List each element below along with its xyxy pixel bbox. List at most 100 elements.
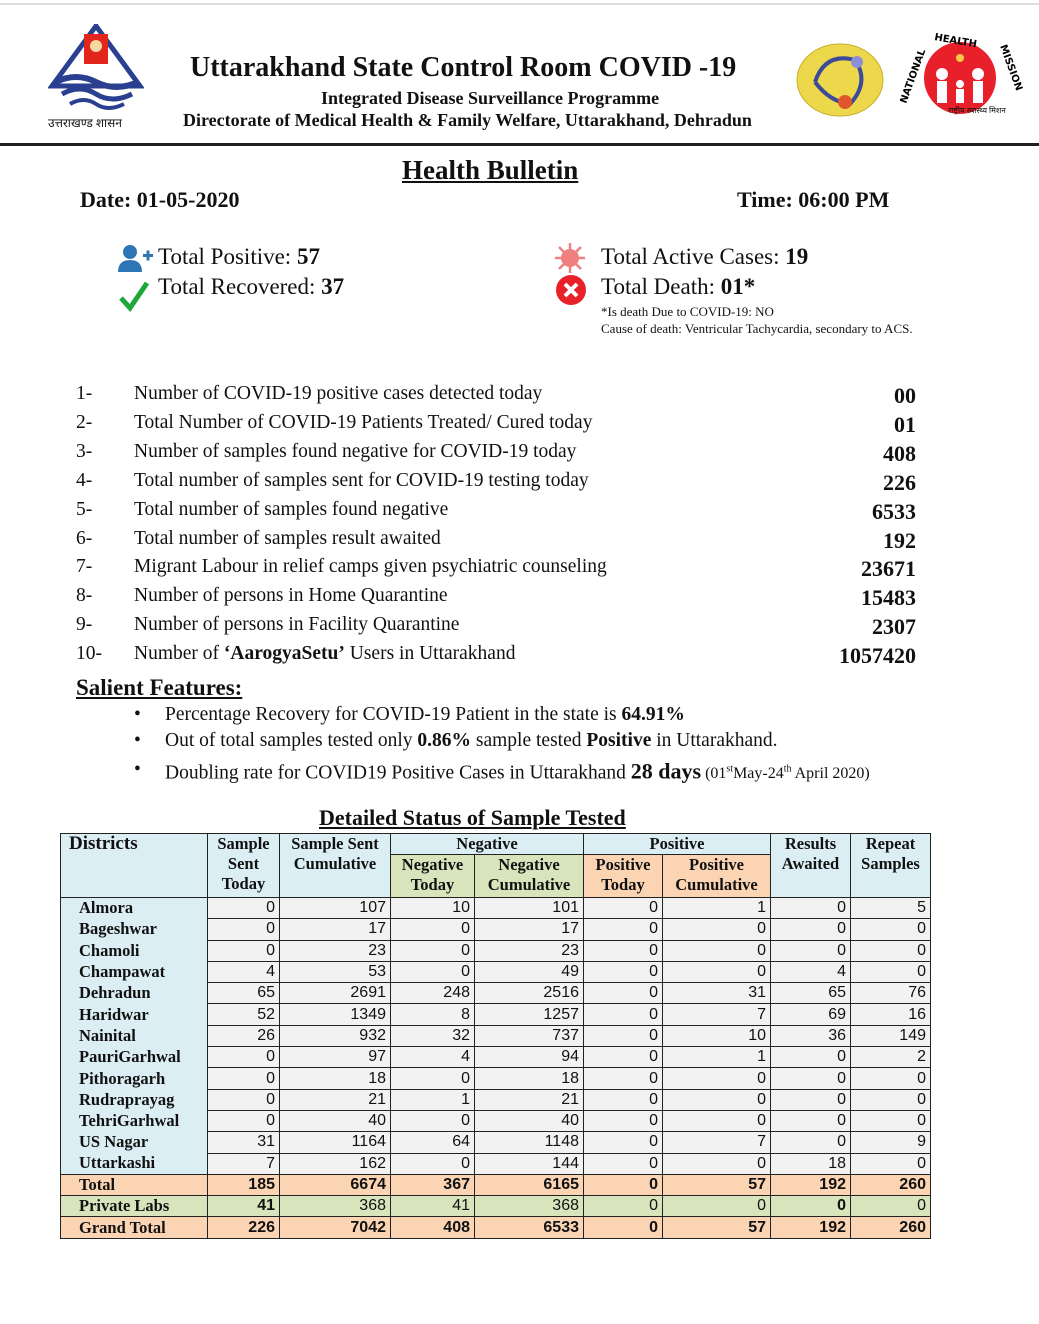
positivity-percent: 0.86%: [417, 730, 472, 751]
cell-value: 40: [474, 1109, 584, 1133]
cell-value: 107: [279, 896, 391, 920]
cell-value: 0: [390, 1152, 475, 1175]
stat-number: 4-: [76, 469, 93, 491]
col-results-awaited: Results Awaited: [770, 833, 851, 898]
cell-value: 23: [474, 939, 584, 962]
col-group-positive: Positive: [583, 833, 771, 855]
cell-value: 0: [770, 918, 851, 941]
district-name: Pithoragarh: [60, 1067, 208, 1090]
cell-value: 0: [770, 1109, 851, 1133]
cell-value: 0: [583, 960, 663, 984]
cell-value: 57: [662, 1173, 771, 1197]
stat-row: 6- Total number of samples result awaited…: [76, 528, 916, 556]
cell-value: 16: [850, 1003, 931, 1026]
district-name: Bageshwar: [60, 918, 208, 941]
cell-value: 7: [662, 1003, 771, 1026]
total-recovered-label: Total Recovered:: [158, 274, 322, 299]
stat-label: Total number of samples result awaited: [134, 527, 441, 549]
cell-value: 1349: [279, 1003, 391, 1026]
col-positive-cumulative: Positive Cumulative: [662, 854, 771, 898]
cell-value: 31: [662, 982, 771, 1005]
cell-value: 1257: [474, 1003, 584, 1026]
cell-value: 0: [583, 1088, 663, 1111]
stat-row: 8- Number of persons in Home Quarantine 15…: [76, 585, 916, 613]
total-positive: Total Positive: 57: [158, 244, 320, 270]
cell-value: 0: [662, 939, 771, 962]
cell-value: 192: [770, 1173, 851, 1197]
virus-icon: [555, 243, 585, 273]
salient-features-title: Salient Features:: [76, 675, 243, 700]
stat-row: 10- Number of ‘AarogyaSetu’ Users in Utta…: [76, 643, 916, 671]
header-title: Uttarakhand State Control Room COVID -19: [190, 52, 737, 83]
cell-value: 144: [474, 1152, 584, 1175]
table-row: PauriGarhwal 0 97 4 94 0 1 0 2: [60, 1046, 931, 1069]
cell-value: 0: [662, 960, 771, 984]
cell-value: 65: [770, 982, 851, 1005]
cell-value: 0: [583, 918, 663, 941]
col-districts: Districts: [60, 833, 208, 898]
stat-number: 9-: [76, 614, 93, 636]
col-group-negative: Negative: [390, 833, 584, 855]
bulletin-time: Time: 06:00 PM: [737, 187, 890, 212]
cell-value: 57: [662, 1216, 771, 1239]
cell-value: 0: [662, 1152, 771, 1175]
total-active-value: 19: [785, 244, 809, 269]
cell-value: 6533: [474, 1216, 584, 1239]
stat-number: 2-: [76, 411, 93, 433]
cell-value: 0: [583, 1131, 663, 1154]
col-sent-cumulative: Sample Sent Cumulative: [279, 833, 391, 898]
cell-value: 408: [390, 1216, 475, 1239]
priv-row: Private Labs 41 368 41 368 0 0 0 0: [60, 1195, 931, 1218]
cell-value: 0: [662, 918, 771, 941]
stat-number: 5-: [76, 498, 93, 520]
cell-value: 17: [279, 918, 391, 941]
cell-value: 0: [662, 1109, 771, 1133]
stat-value: 00: [894, 383, 916, 408]
stat-label: Total number of samples sent for COVID-1…: [134, 469, 589, 491]
cell-value: 64: [390, 1131, 475, 1154]
cell-value: 0: [850, 1067, 931, 1090]
district-name: Chamoli: [60, 940, 208, 962]
bulletin-date: Date: 01-05-2020: [80, 187, 240, 212]
stat-label: Total Number of COVID-19 Patients Treate…: [134, 411, 593, 433]
cell-value: 1: [662, 896, 771, 920]
total-positive-value: 57: [296, 244, 320, 269]
cell-value: 69: [770, 1003, 851, 1026]
text: Out of total samples tested only: [165, 730, 418, 751]
total-death-value: 01*: [720, 274, 756, 299]
stat-value: 1057420: [839, 643, 916, 669]
cell-value: 4: [207, 960, 280, 984]
cell-value: 0: [583, 1067, 663, 1090]
col-sent-today: Sample Sent Today: [207, 833, 280, 898]
cell-value: 26: [207, 1024, 280, 1048]
add-user-icon: [118, 245, 153, 272]
cell-value: 2691: [279, 982, 391, 1005]
stat-label: Number of persons in Home Quarantine: [134, 585, 448, 607]
cell-value: 6674: [279, 1173, 391, 1197]
stat-label: Total number of samples found negative: [134, 498, 449, 520]
doubling-days: 28 days: [630, 758, 702, 784]
death-note-cause: Cause of death: Ventricular Tachycardia,…: [601, 321, 913, 336]
cell-value: 0: [583, 1109, 663, 1133]
cell-value: 0: [207, 1088, 280, 1111]
cell-value: 10: [662, 1024, 771, 1048]
text: Doubling rate for COVID19 Positive Cases…: [165, 762, 631, 784]
stat-value: 01: [894, 411, 916, 437]
stat-row: 1- Number of COVID-19 positive cases dete…: [76, 383, 916, 411]
stat-value: 15483: [861, 585, 916, 611]
cell-value: 0: [662, 1088, 771, 1111]
cell-value: 0: [770, 1131, 851, 1154]
nhm-logo-icon: NATIONAL HEALTH MISSION: [900, 32, 1024, 114]
text-bold: Positive: [586, 730, 652, 751]
text: sample tested: [471, 730, 587, 751]
stat-label: Migrant Labour in relief camps given psy…: [134, 556, 607, 578]
table-row: Champawat 4 53 0 49 0 0 4 0: [60, 960, 931, 984]
cell-value: 149: [850, 1024, 931, 1048]
cell-value: 1: [390, 1088, 475, 1111]
cell-value: 367: [390, 1173, 475, 1197]
cell-value: 162: [279, 1152, 391, 1175]
text: th: [783, 764, 792, 775]
stat-row: 9- Number of persons in Facility Quaranti…: [76, 614, 916, 642]
header-subtitle-idsp: Integrated Disease Surveillance Programm…: [321, 88, 660, 108]
district-name: Almora: [60, 897, 208, 919]
